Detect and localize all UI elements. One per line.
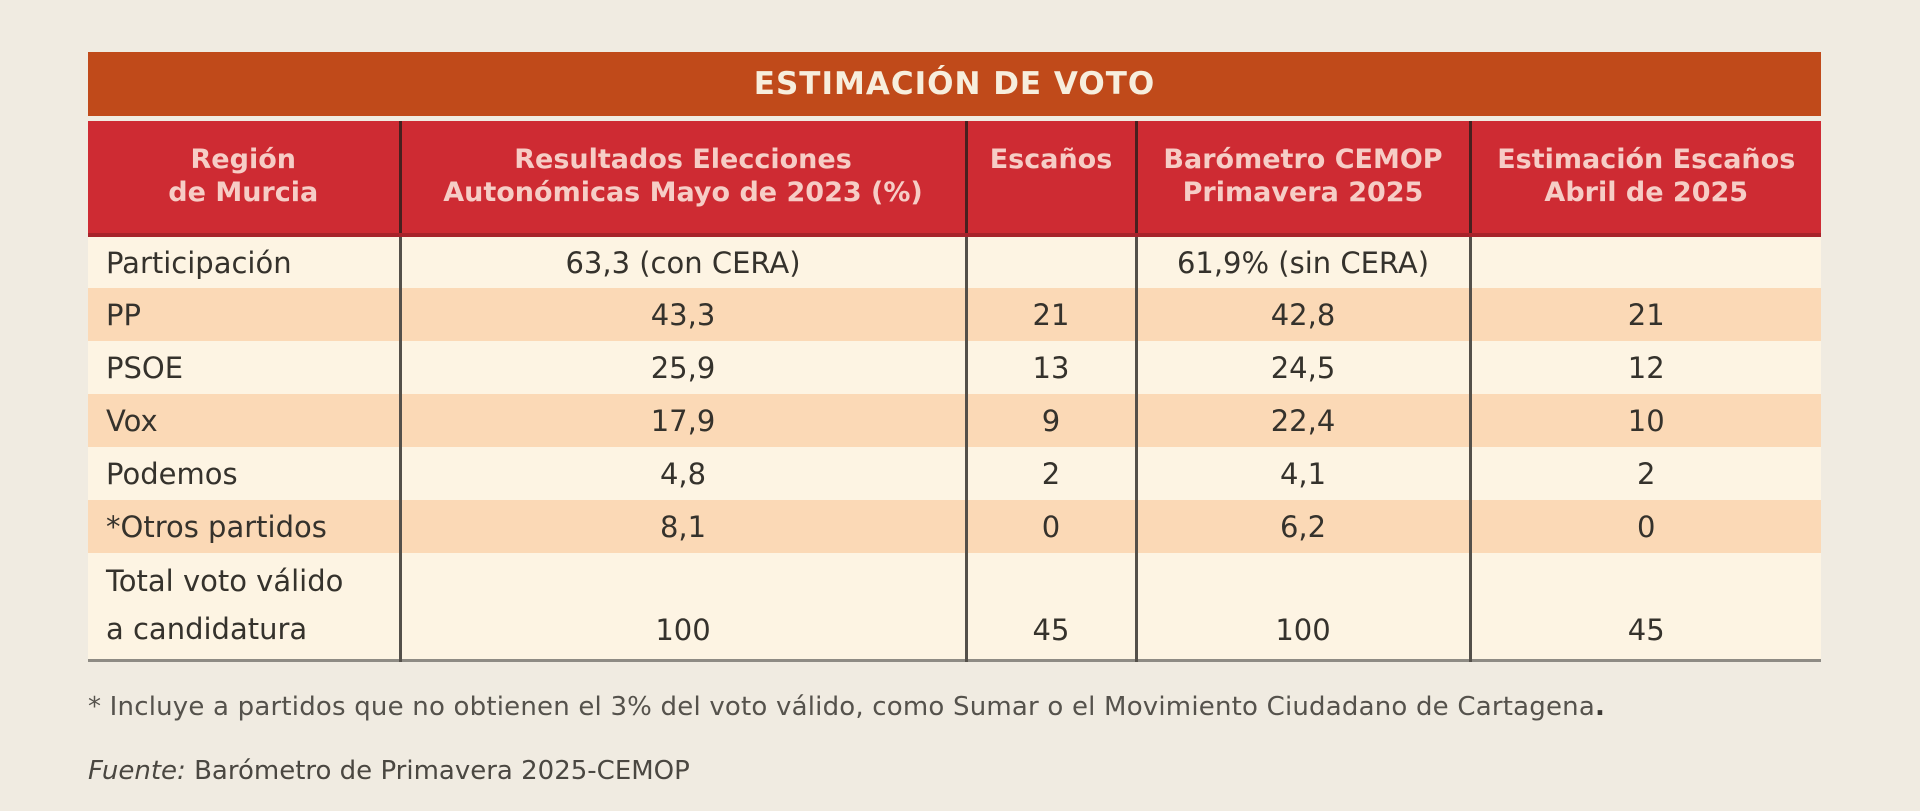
cell-escanos <box>964 235 1136 288</box>
source-text: Barómetro de Primavera 2025-CEMOP <box>185 756 690 786</box>
table-row-total-voto-valido: Total voto válido a candidatura 100 45 1… <box>88 553 1821 661</box>
table-title: ESTIMACIÓN DE VOTO <box>753 66 1156 102</box>
cell-estimacion: 45 <box>1468 553 1821 661</box>
table-row-otros-partidos: *Otros partidos 8,1 0 6,2 0 <box>88 500 1821 553</box>
cell-barometro: 42,8 <box>1134 288 1470 341</box>
cell-resultados: 8,1 <box>398 500 966 553</box>
cell-escanos: 0 <box>964 500 1136 553</box>
cell-escanos: 45 <box>964 553 1136 661</box>
cell-resultados: 100 <box>398 553 966 661</box>
cell-barometro: 22,4 <box>1134 394 1470 447</box>
table-row-podemos: Podemos 4,8 2 4,1 2 <box>88 447 1821 500</box>
table-row-pp: PP 43,3 21 42,8 21 <box>88 288 1821 341</box>
row-label: Podemos <box>88 447 400 500</box>
table-title-bar: ESTIMACIÓN DE VOTO <box>88 52 1821 116</box>
cell-resultados: 17,9 <box>398 394 966 447</box>
cell-barometro: 61,9% (sin CERA) <box>1134 235 1470 288</box>
footnote-period: . <box>1594 692 1606 722</box>
col-header-estimacion-escanos: Estimación Escaños Abril de 2025 <box>1468 121 1821 237</box>
cell-barometro: 6,2 <box>1134 500 1470 553</box>
cell-estimacion: 12 <box>1468 341 1821 394</box>
cell-escanos: 13 <box>964 341 1136 394</box>
cell-resultados: 25,9 <box>398 341 966 394</box>
cell-escanos: 2 <box>964 447 1136 500</box>
row-label: PSOE <box>88 341 400 394</box>
cell-estimacion: 21 <box>1468 288 1821 341</box>
row-label: Total voto válido a candidatura <box>88 553 400 661</box>
header-line: Resultados Elecciones <box>514 144 852 175</box>
table-row-psoe: PSOE 25,9 13 24,5 12 <box>88 341 1821 394</box>
cell-estimacion: 2 <box>1468 447 1821 500</box>
header-row: Región de Murcia Resultados Elecciones A… <box>88 121 1821 237</box>
cell-estimacion: 0 <box>1468 500 1821 553</box>
vote-estimation-panel: ESTIMACIÓN DE VOTO Región de Murcia Resu… <box>88 52 1821 662</box>
cell-resultados: 43,3 <box>398 288 966 341</box>
cell-barometro: 100 <box>1134 553 1470 661</box>
cell-resultados: 63,3 (con CERA) <box>398 235 966 288</box>
source-line: Fuente: Barómetro de Primavera 2025-CEMO… <box>88 756 690 786</box>
header-line: de Murcia <box>168 177 319 208</box>
header-line: Región <box>190 144 296 175</box>
footnote-text: * Incluye a partidos que no obtienen el … <box>88 692 1595 722</box>
row-label-line: Total voto válido <box>106 564 344 598</box>
header-line: Estimación Escaños <box>1497 144 1796 175</box>
cell-estimacion: 10 <box>1468 394 1821 447</box>
header-line: Barómetro CEMOP <box>1163 144 1443 175</box>
col-header-region: Región de Murcia <box>88 121 400 237</box>
header-line: Primavera 2025 <box>1182 177 1424 208</box>
row-label: PP <box>88 288 400 341</box>
cell-estimacion <box>1468 235 1821 288</box>
row-label: *Otros partidos <box>88 500 400 553</box>
cell-escanos: 9 <box>964 394 1136 447</box>
header-line: Escaños <box>989 144 1113 175</box>
table-row-vox: Vox 17,9 9 22,4 10 <box>88 394 1821 447</box>
table-row-participacion: Participación 63,3 (con CERA) 61,9% (sin… <box>88 235 1821 288</box>
vote-estimation-table: Región de Murcia Resultados Elecciones A… <box>88 121 1821 662</box>
cell-resultados: 4,8 <box>398 447 966 500</box>
row-label: Vox <box>88 394 400 447</box>
col-header-barometro-cemop: Barómetro CEMOP Primavera 2025 <box>1134 121 1470 237</box>
source-label: Fuente: <box>88 756 186 786</box>
cell-barometro: 4,1 <box>1134 447 1470 500</box>
header-line: Abril de 2025 <box>1544 177 1749 208</box>
cell-escanos: 21 <box>964 288 1136 341</box>
footnote: * Incluye a partidos que no obtienen el … <box>88 692 1605 722</box>
cell-barometro: 24,5 <box>1134 341 1470 394</box>
row-label: Participación <box>88 235 400 288</box>
col-header-resultados-2023: Resultados Elecciones Autonómicas Mayo d… <box>398 121 966 237</box>
row-label-line: a candidatura <box>106 612 308 646</box>
col-header-escanos: Escaños <box>964 121 1136 237</box>
header-line: Autonómicas Mayo de 2023 (%) <box>443 177 923 208</box>
